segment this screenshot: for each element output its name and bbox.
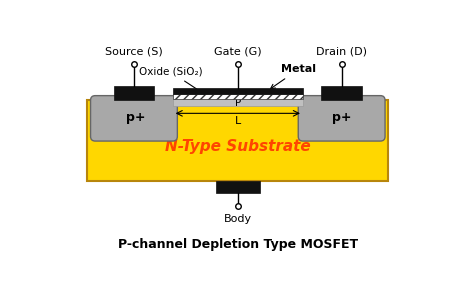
Text: N-Type Substrate: N-Type Substrate (164, 139, 310, 154)
Bar (172, 99, 302, 106)
Bar (172, 88, 302, 94)
Text: Body: Body (223, 214, 251, 224)
Text: p+: p+ (125, 111, 145, 124)
Bar (113, 86, 154, 100)
Text: Oxide (SiO₂): Oxide (SiO₂) (138, 67, 205, 95)
Text: L: L (234, 116, 240, 126)
Text: p+: p+ (331, 111, 350, 124)
Bar (216, 181, 259, 193)
Bar (87, 100, 388, 181)
FancyBboxPatch shape (90, 96, 177, 141)
Text: P: P (234, 97, 240, 108)
Bar (172, 94, 302, 99)
FancyBboxPatch shape (298, 96, 384, 141)
Text: Gate (G): Gate (G) (213, 46, 261, 56)
Text: Metal: Metal (270, 64, 315, 89)
Text: Source (S): Source (S) (105, 46, 163, 56)
Text: P-channel Depletion Type MOSFET: P-channel Depletion Type MOSFET (118, 238, 357, 251)
Text: Drain (D): Drain (D) (315, 46, 366, 56)
Bar (321, 86, 361, 100)
Text: Depletion Region: Depletion Region (99, 124, 176, 133)
